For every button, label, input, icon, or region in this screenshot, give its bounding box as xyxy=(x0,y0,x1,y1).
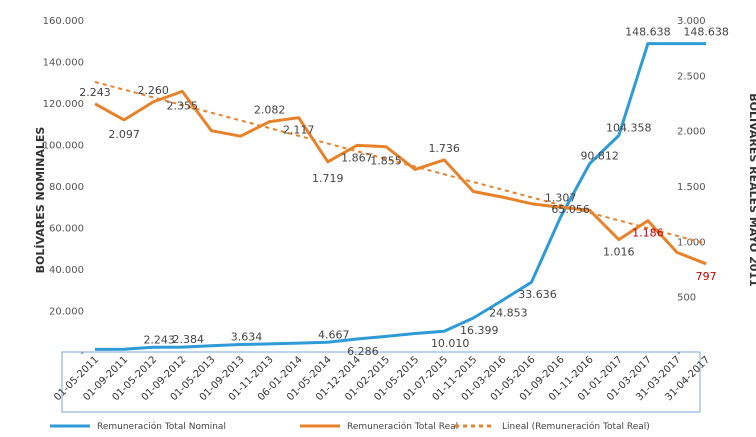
data-label: 4.667 xyxy=(318,328,350,341)
data-label: 148.638 xyxy=(625,26,671,39)
data-label: 1.736 xyxy=(428,142,460,155)
trend-line xyxy=(94,81,707,245)
right-tick-label: 2.500 xyxy=(677,71,706,82)
left-tick-label: 140.000 xyxy=(43,58,84,69)
data-label: 797 xyxy=(696,270,717,283)
right-tick-label: 500 xyxy=(677,293,696,304)
data-label: 104.358 xyxy=(606,121,652,134)
data-label: 1.307 xyxy=(545,191,577,204)
data-label: 16.399 xyxy=(460,324,499,337)
right-tick-label: 3.000 xyxy=(677,16,706,27)
data-label: 1.719 xyxy=(312,172,344,185)
data-label: 33.636 xyxy=(518,288,557,301)
left-tick-label: - xyxy=(80,348,84,359)
left-tick-label: 160.000 xyxy=(43,16,84,27)
data-label: 6.286 xyxy=(347,345,379,358)
data-label: 2.243 xyxy=(143,333,175,346)
data-label: 10.010 xyxy=(431,337,470,350)
data-label: 1.867 xyxy=(341,151,373,164)
data-label: 24.853 xyxy=(489,306,528,319)
data-label: 1.186 xyxy=(632,227,664,240)
data-label: 2.243 xyxy=(79,86,111,99)
left-tick-label: 100.000 xyxy=(43,141,84,152)
right-axis-title: BOLÍVARES REALES MAYO 2011 xyxy=(747,93,756,286)
legend-label: Lineal (Remuneración Total Real) xyxy=(502,421,650,432)
nominal-line xyxy=(94,42,707,351)
legend-label: Remuneración Total Nominal xyxy=(97,421,226,432)
data-label: 2.097 xyxy=(108,128,140,141)
left-tick-label: 60.000 xyxy=(49,224,84,235)
data-label: 3.634 xyxy=(231,330,263,343)
left-tick-label: 120.000 xyxy=(43,99,84,110)
right-tick-label: 1.000 xyxy=(677,237,706,248)
data-label: 2.117 xyxy=(283,124,315,137)
right-tick-label: - xyxy=(677,348,681,359)
right-tick-label: 2.000 xyxy=(677,127,706,138)
data-label: 2.355 xyxy=(167,99,199,112)
legend-label: Remuneración Total Real xyxy=(347,421,458,432)
data-label: 148.638 xyxy=(683,26,729,39)
legend: Remuneración Total Nominal Remuneración T… xyxy=(50,421,650,432)
right-tick-label: 1.500 xyxy=(677,182,706,193)
left-tick-label: 20.000 xyxy=(49,307,84,318)
x-axis-box xyxy=(61,351,701,413)
real-line xyxy=(94,89,707,266)
series-lines xyxy=(94,42,707,351)
data-label: 1.016 xyxy=(603,246,635,259)
data-label: 1.855 xyxy=(370,155,402,168)
right-axis-ticks: - 500 1.000 1.500 2.000 2.500 3.000 xyxy=(677,16,706,359)
data-label: 65.056 xyxy=(551,203,590,216)
left-tick-label: 80.000 xyxy=(49,182,84,193)
left-axis-ticks: - 20.000 40.000 60.000 80.000 100.000 120.000 1… xyxy=(43,16,85,359)
data-label: 90.812 xyxy=(580,150,619,163)
data-label: 2.082 xyxy=(254,104,286,117)
left-axis-title: BOLÍVARES NOMINALES xyxy=(34,127,47,274)
left-tick-label: 40.000 xyxy=(49,265,84,276)
data-label: 2.260 xyxy=(137,84,169,97)
data-label: 2.384 xyxy=(173,333,205,346)
